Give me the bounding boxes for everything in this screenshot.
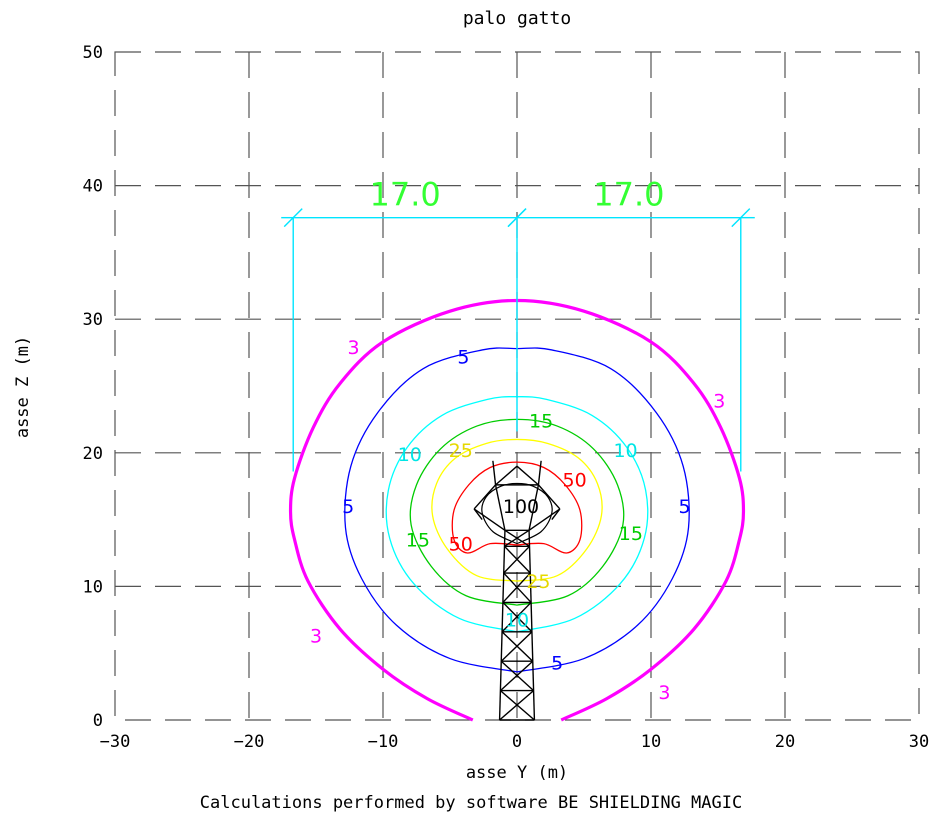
pylon-brace: [499, 690, 535, 721]
y-tick-label: 40: [83, 177, 103, 197]
dimension-tick: [507, 208, 527, 228]
contour-label-25: 25: [449, 440, 473, 462]
contour-label-5: 5: [678, 496, 690, 518]
pylon-leg: [498, 530, 506, 721]
pylon-brace: [501, 631, 534, 662]
contour-label-50: 50: [563, 469, 587, 491]
dimension-label: 17.0: [593, 176, 664, 214]
pylon-arm: [537, 484, 561, 510]
contour-label-100: 100: [503, 496, 539, 518]
contour-100: [481, 482, 553, 545]
pylon-arm: [473, 484, 497, 510]
y-tick-label: 50: [83, 43, 103, 63]
pylon-brace: [494, 484, 506, 531]
y-axis-label: asse Z (m): [13, 336, 33, 438]
contour-label-25: 25: [526, 571, 550, 593]
x-tick-label: 30: [909, 732, 929, 752]
contour-label-15: 15: [529, 411, 553, 433]
pylon-arm: [551, 508, 561, 521]
contour-label-50: 50: [449, 533, 473, 555]
pylon-leg: [528, 530, 536, 721]
x-tick-label: −30: [100, 732, 131, 752]
pylon-brace: [503, 545, 531, 574]
pylon-brace: [500, 660, 535, 692]
x-tick-label: −10: [368, 732, 399, 752]
pylon-brace: [528, 484, 540, 531]
tick-labels: −30 −20 −10 0 10 20 30 0 10 20 30 40 50: [83, 43, 930, 752]
contour-labels: 3 3 3 3 5 5 5 5 10 10 10 15 15 15 25 25 50 50 100: [310, 337, 725, 704]
x-axis-label: asse Y (m): [466, 763, 568, 783]
contour-label-5: 5: [342, 496, 354, 518]
contour-label-3: 3: [658, 682, 670, 704]
pylon-arm: [473, 508, 506, 531]
y-tick-label: 30: [83, 310, 103, 330]
contour-label-15: 15: [619, 523, 643, 545]
contour-label-10: 10: [398, 444, 422, 466]
pylon-brace: [504, 529, 530, 547]
pylon-peak: [495, 465, 518, 486]
pylon-peak: [492, 460, 497, 485]
pylon-arm: [473, 508, 483, 521]
conductor-lines: [292, 217, 742, 472]
plot-frame: [114, 51, 920, 721]
contour-label-3: 3: [713, 391, 725, 413]
contour-50: [451, 461, 583, 554]
contour-25: [431, 438, 603, 582]
contour-label-3: 3: [310, 626, 322, 648]
pylon-brace: [502, 601, 533, 633]
pylon-peak: [537, 460, 542, 485]
pylon-arm: [528, 508, 561, 531]
contour-label-3: 3: [347, 337, 359, 359]
x-tick-label: −20: [234, 732, 265, 752]
dimension-label: 17.0: [369, 176, 440, 214]
contour-label-5: 5: [551, 652, 563, 674]
footer-credit: Calculations performed by software BE SH…: [200, 793, 742, 813]
chart-title: palo gatto: [463, 8, 571, 29]
contour-label-10: 10: [613, 440, 637, 462]
y-tick-label: 0: [93, 711, 103, 731]
pylon-icon: [473, 460, 561, 721]
y-tick-label: 20: [83, 444, 103, 464]
x-tick-label: 10: [641, 732, 661, 752]
contour-label-5: 5: [457, 346, 469, 368]
contour-label-15: 15: [406, 529, 430, 551]
y-tick-label: 10: [83, 577, 103, 597]
contour-label-10: 10: [505, 610, 529, 632]
plot-border: [114, 51, 920, 721]
x-tick-label: 0: [512, 732, 522, 752]
dimension-annotations: 17.0 17.0: [281, 176, 755, 228]
pylon-peak: [516, 465, 539, 486]
pylon-brace: [503, 572, 532, 603]
x-tick-label: 20: [775, 732, 795, 752]
